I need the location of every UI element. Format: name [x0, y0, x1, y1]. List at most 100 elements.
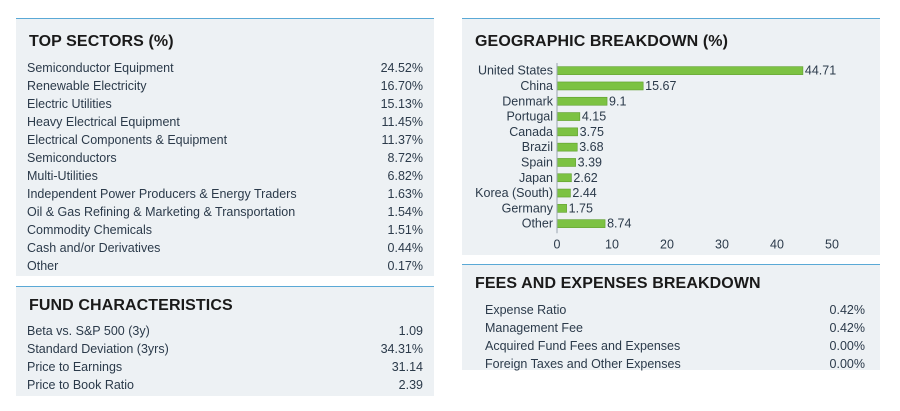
- fee-value: 0.42%: [829, 321, 865, 335]
- sector-value: 15.13%: [380, 97, 423, 111]
- sector-value: 16.70%: [380, 79, 423, 93]
- sector-label: Multi-Utilities: [27, 169, 98, 183]
- list-item: Electric Utilities 15.13%: [27, 97, 423, 111]
- category-label: Brazil: [522, 140, 553, 154]
- tick-label: 10: [605, 237, 619, 251]
- sector-value: 0.17%: [387, 259, 423, 273]
- tick-label: 40: [770, 237, 784, 251]
- data-label: 8.74: [607, 217, 631, 231]
- data-label: 15.67: [645, 79, 676, 93]
- data-label: 3.39: [578, 155, 602, 169]
- bar: [556, 112, 581, 121]
- characteristic-value: 34.31%: [380, 342, 423, 356]
- list-item: Commodity Chemicals 1.51%: [27, 223, 423, 237]
- data-label: 2.44: [572, 186, 596, 200]
- list-item: Price to Earnings 31.14: [27, 360, 423, 374]
- characteristic-label: Beta vs. S&P 500 (3y): [27, 324, 150, 338]
- characteristic-label: Price to Earnings: [27, 360, 123, 374]
- list-item: Acquired Fund Fees and Expenses 0.00%: [485, 339, 865, 353]
- list-item: Foreign Taxes and Other Expenses 0.00%: [485, 357, 865, 371]
- sector-label: Cash and/or Derivatives: [27, 241, 161, 255]
- fee-value: 0.42%: [829, 303, 865, 317]
- fund-characteristics-title: FUND CHARACTERISTICS: [29, 297, 233, 314]
- tick-label: 20: [660, 237, 674, 251]
- list-item: Independent Power Producers & Energy Tra…: [27, 187, 423, 201]
- sector-value: 6.82%: [387, 169, 423, 183]
- list-item: Price to Book Ratio 2.39: [27, 378, 423, 392]
- characteristic-value: 1.09: [398, 324, 423, 338]
- characteristic-label: Price to Book Ratio: [27, 378, 134, 392]
- tick-label: 50: [825, 237, 839, 251]
- tick-label: 0: [554, 237, 561, 251]
- bar: [556, 173, 572, 183]
- category-label: Denmark: [502, 94, 553, 108]
- fees-expenses-title: FEES AND EXPENSES BREAKDOWN: [475, 275, 761, 292]
- category-label: Canada: [509, 125, 553, 139]
- geographic-breakdown-title: GEOGRAPHIC BREAKDOWN (%): [475, 33, 729, 50]
- data-label: 3.68: [579, 140, 603, 154]
- data-label: 44.71: [805, 64, 836, 78]
- bar: [556, 96, 608, 106]
- sector-label: Semiconductors: [27, 151, 117, 165]
- list-item: Renewable Electricity 16.70%: [27, 79, 423, 93]
- sector-label: Oil & Gas Refining & Marketing & Transpo…: [27, 205, 296, 219]
- fee-label: Acquired Fund Fees and Expenses: [485, 339, 681, 353]
- tick-label: 30: [715, 237, 729, 251]
- category-label: United States: [478, 64, 553, 78]
- category-label: Spain: [521, 155, 553, 169]
- top-sectors-title: TOP SECTORS (%): [29, 33, 174, 50]
- list-item: Oil & Gas Refining & Marketing & Transpo…: [27, 205, 423, 219]
- sector-label: Electrical Components & Equipment: [27, 133, 228, 147]
- sector-value: 24.52%: [380, 61, 423, 75]
- list-item: Standard Deviation (3yrs) 34.31%: [27, 342, 423, 356]
- category-label: Japan: [519, 171, 553, 185]
- category-label: Portugal: [506, 110, 553, 124]
- list-item: Electrical Components & Equipment 11.37%: [27, 133, 423, 147]
- sector-value: 1.63%: [387, 187, 423, 201]
- bar: [556, 188, 571, 198]
- data-label: 1.75: [569, 201, 593, 215]
- bar: [556, 219, 606, 228]
- characteristic-value: 31.14: [391, 360, 423, 374]
- list-item: Cash and/or Derivatives 0.44%: [27, 241, 423, 255]
- sector-label: Renewable Electricity: [27, 79, 147, 93]
- sector-value: 8.72%: [387, 151, 423, 165]
- list-item: Semiconductors 8.72%: [27, 151, 423, 165]
- sector-value: 1.51%: [387, 223, 423, 237]
- sector-value: 1.54%: [387, 205, 423, 219]
- bar: [556, 142, 578, 152]
- sector-label: Independent Power Producers & Energy Tra…: [27, 187, 297, 201]
- fee-value: 0.00%: [829, 357, 865, 371]
- sector-value: 0.44%: [387, 241, 423, 255]
- fee-label: Foreign Taxes and Other Expenses: [485, 357, 681, 371]
- characteristic-value: 2.39: [398, 378, 423, 392]
- sector-label: Commodity Chemicals: [27, 223, 153, 237]
- list-item: Beta vs. S&P 500 (3y) 1.09: [27, 324, 423, 338]
- category-label: Other: [522, 217, 553, 231]
- bar: [556, 158, 576, 167]
- sector-label: Electric Utilities: [27, 97, 112, 111]
- sector-value: 11.37%: [381, 133, 423, 147]
- top-sectors-panel: TOP SECTORS (%) Semiconductor Equipment 2…: [16, 18, 434, 276]
- list-item: Other 0.17%: [27, 259, 423, 273]
- sector-label: Other: [27, 259, 59, 273]
- bar: [556, 127, 578, 137]
- category-label: Germany: [502, 201, 554, 215]
- list-item: Semiconductor Equipment 24.52%: [27, 61, 423, 75]
- data-label: 4.15: [582, 110, 606, 124]
- data-label: 9.1: [609, 94, 626, 108]
- bar: [556, 204, 567, 213]
- fund-characteristics-panel: FUND CHARACTERISTICS Beta vs. S&P 500 (3…: [16, 286, 434, 396]
- category-label: Korea (South): [475, 186, 553, 200]
- sector-value: 11.45%: [381, 115, 423, 129]
- sector-label: Heavy Electrical Equipment: [27, 115, 180, 129]
- list-item: Heavy Electrical Equipment 11.45%: [27, 115, 423, 129]
- geographic-breakdown-panel: GEOGRAPHIC BREAKDOWN (%) United States 44…: [462, 18, 880, 255]
- geographic-bar-chart: United States 44.71 China 15.67 Denmark 9.1 Po…: [475, 63, 839, 251]
- data-label: 2.62: [573, 171, 597, 185]
- bar: [556, 81, 644, 91]
- fee-label: Management Fee: [485, 321, 583, 335]
- fee-value: 0.00%: [829, 339, 865, 353]
- bar: [556, 66, 804, 75]
- list-item: Management Fee 0.42%: [485, 321, 865, 335]
